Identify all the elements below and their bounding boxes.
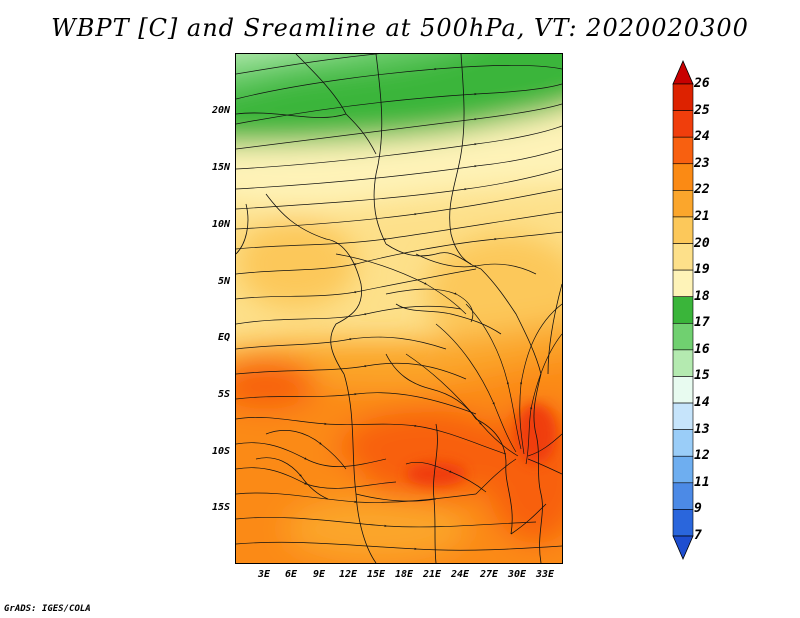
colorbar-label: 21 <box>694 208 710 224</box>
colorbar-segment <box>672 402 694 430</box>
wbpt-streamline-map <box>236 54 562 563</box>
colorbar-label: 9 <box>694 501 702 517</box>
colorbar-label: 13 <box>694 421 710 437</box>
lat-label-20n: 20N <box>211 105 230 116</box>
colorbar-segment <box>672 190 694 218</box>
lat-label-5n: 5N <box>217 276 230 287</box>
colorbar-segment <box>672 243 694 271</box>
map-panel <box>235 53 563 564</box>
colorbar-segment <box>672 216 694 244</box>
colorbar-segment <box>672 376 694 404</box>
lon-label-3e: 3E <box>257 569 271 580</box>
colorbar-segment <box>672 509 694 537</box>
colorbar-segment <box>672 136 694 165</box>
colorbar-label: 7 <box>694 528 702 543</box>
lat-label-10s: 10S <box>211 446 230 457</box>
colorbar-segment <box>672 455 694 484</box>
lon-label-21e: 21E <box>422 569 442 580</box>
colorbar-label: 17 <box>694 315 710 331</box>
colorbar-segment <box>672 349 694 377</box>
lon-label-18e: 18E <box>394 569 414 580</box>
lat-label-5s: 5S <box>217 389 230 400</box>
lat-label-15n: 15N <box>211 162 230 173</box>
lon-label-30e: 30E <box>507 569 527 580</box>
lon-label-9e: 9E <box>312 569 326 580</box>
colorbar-segment <box>672 322 694 351</box>
streamlines <box>236 54 562 551</box>
colorbar-label: 16 <box>694 341 710 357</box>
colorbar-label: 26 <box>694 76 710 91</box>
colorbar-segment <box>672 482 694 510</box>
colorbar-label: 15 <box>694 368 710 384</box>
colorbar-segment <box>672 269 694 298</box>
colorbar-label: 25 <box>694 102 710 118</box>
lon-label-27e: 27E <box>479 569 499 580</box>
colorbar-label: 23 <box>694 155 710 171</box>
colorbar-segment <box>672 163 694 191</box>
colorbar-label: 24 <box>694 129 710 145</box>
colorbar-label: 14 <box>694 395 710 411</box>
lat-label-10n: 10N <box>211 219 230 230</box>
lon-label-15e: 15E <box>366 569 386 580</box>
colorbar-segment <box>672 429 694 457</box>
lon-label-24e: 24E <box>450 569 470 580</box>
colorbar-label: 18 <box>694 288 710 304</box>
lat-label-eq: EQ <box>217 332 230 343</box>
colorbar <box>672 60 694 560</box>
lon-label-6e: 6E <box>284 569 298 580</box>
colorbar-bottom-arrow <box>672 535 694 560</box>
grads-credit: GrADS: IGES/COLA <box>4 604 91 614</box>
colorbar-segment <box>672 110 694 138</box>
colorbar-label: 22 <box>694 182 710 198</box>
map-title: WBPT [C] and Sreamline at 500hPa, VT: 20… <box>51 14 749 42</box>
colorbar-segments <box>672 60 694 560</box>
lat-label-15s: 15S <box>211 502 230 513</box>
colorbar-segment <box>672 296 694 324</box>
lon-label-12e: 12E <box>338 569 358 580</box>
colorbar-label: 12 <box>694 448 710 464</box>
colorbar-label: 11 <box>694 474 710 490</box>
colorbar-top-arrow <box>672 60 694 85</box>
colorbar-segment <box>672 83 694 111</box>
colorbar-label: 20 <box>694 235 710 251</box>
colorbar-label: 19 <box>694 262 710 278</box>
lon-label-33e: 33E <box>535 569 555 580</box>
